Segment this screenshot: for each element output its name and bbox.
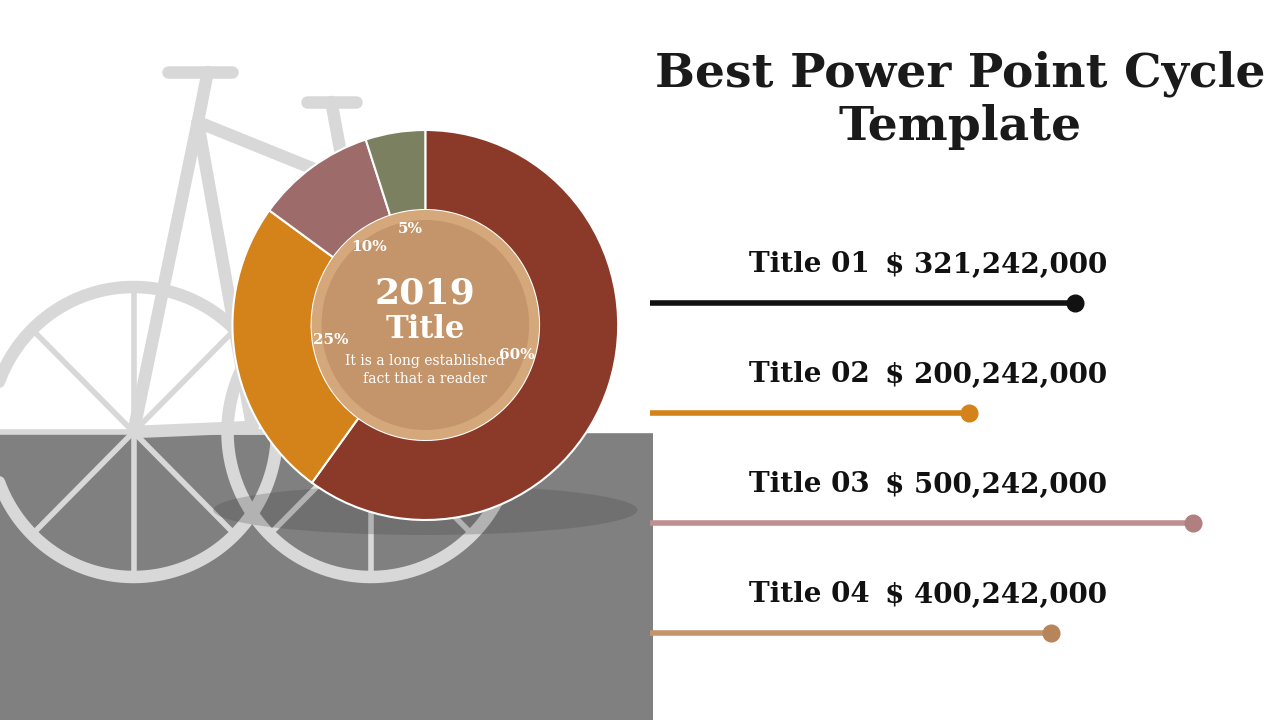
Circle shape [311, 210, 539, 440]
Circle shape [321, 220, 529, 430]
Text: $ 500,242,000: $ 500,242,000 [884, 472, 1107, 498]
Text: $ 400,242,000: $ 400,242,000 [884, 582, 1107, 608]
Ellipse shape [214, 485, 637, 535]
Text: 60%: 60% [499, 348, 535, 362]
Text: It is a long established
fact that a reader: It is a long established fact that a rea… [346, 354, 506, 386]
Wedge shape [366, 130, 425, 215]
Text: Title 04: Title 04 [749, 582, 870, 608]
Text: 25%: 25% [312, 333, 348, 347]
Text: $ 200,242,000: $ 200,242,000 [884, 361, 1107, 389]
Text: Title 01: Title 01 [749, 251, 870, 279]
Text: 2019: 2019 [375, 276, 476, 310]
Bar [0, 432, 653, 720]
Text: 10%: 10% [351, 240, 387, 253]
Wedge shape [312, 130, 618, 520]
Text: Title 03: Title 03 [749, 472, 870, 498]
Text: Best Power Point Cycle
Template: Best Power Point Cycle Template [655, 50, 1265, 150]
Wedge shape [233, 210, 358, 482]
Wedge shape [269, 140, 390, 258]
Text: Title: Title [385, 315, 465, 346]
Bar [0, 0, 653, 432]
Text: $ 321,242,000: $ 321,242,000 [884, 251, 1107, 279]
Text: Title 02: Title 02 [749, 361, 870, 389]
Text: 5%: 5% [398, 222, 422, 236]
